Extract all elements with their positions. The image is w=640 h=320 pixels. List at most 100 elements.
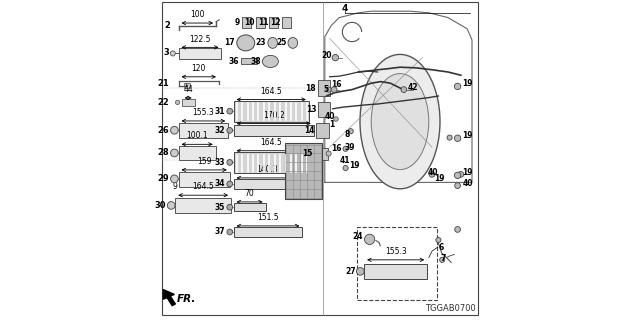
Text: 120: 120 [191,64,206,73]
Text: 40: 40 [324,112,335,121]
Text: 12: 12 [271,18,281,27]
Text: 25: 25 [276,38,287,47]
Circle shape [447,135,452,140]
Circle shape [429,172,435,177]
Ellipse shape [262,55,278,68]
Circle shape [455,227,461,232]
Ellipse shape [268,37,278,48]
Circle shape [227,128,233,133]
Ellipse shape [237,35,255,51]
Text: 7: 7 [441,254,446,263]
Bar [317,102,330,117]
Ellipse shape [371,74,429,170]
Circle shape [343,146,348,151]
Text: 32: 32 [215,126,225,135]
Text: 29: 29 [157,174,169,183]
Ellipse shape [360,54,440,189]
Text: 38: 38 [250,57,261,66]
Text: 20: 20 [321,51,332,60]
Circle shape [348,129,353,134]
Text: 15: 15 [303,149,313,158]
Text: 14: 14 [304,126,315,135]
Circle shape [365,234,375,244]
Text: 31: 31 [215,107,225,116]
Text: 19: 19 [435,174,445,183]
Bar [184,83,189,88]
Circle shape [326,87,332,92]
Text: 34: 34 [215,180,225,188]
Text: 26: 26 [157,126,169,135]
Text: 18: 18 [305,84,316,92]
Circle shape [227,160,233,165]
Text: 8: 8 [345,130,350,139]
Bar [234,203,266,211]
Text: 16: 16 [331,144,341,153]
Text: 1: 1 [330,120,335,129]
Text: 19: 19 [462,79,473,88]
Text: 22: 22 [158,98,170,107]
Ellipse shape [288,37,298,48]
Text: 70: 70 [244,189,255,198]
Circle shape [326,151,332,156]
Circle shape [356,268,364,275]
Text: 11: 11 [258,18,268,27]
Text: 37: 37 [214,228,225,236]
Text: 41: 41 [339,156,349,164]
Circle shape [170,175,178,183]
Text: 170.2: 170.2 [263,111,284,120]
Bar [234,227,303,237]
Text: 164.5: 164.5 [193,182,214,191]
Bar [182,99,195,106]
Text: 28: 28 [157,148,169,157]
Text: 2: 2 [164,21,170,30]
Circle shape [170,51,175,56]
Bar [282,17,291,28]
Text: 33: 33 [215,158,225,167]
Text: 4: 4 [342,4,348,13]
Bar [316,123,329,138]
Bar [179,146,216,160]
Bar [234,179,301,189]
Bar [256,17,265,28]
Text: TGGAB0700: TGGAB0700 [426,304,476,313]
Circle shape [332,87,337,92]
Text: 40: 40 [462,179,473,188]
FancyBboxPatch shape [179,48,221,59]
Text: 10: 10 [244,18,255,27]
Text: 23: 23 [256,38,266,47]
Circle shape [170,149,178,157]
Circle shape [440,257,445,262]
Text: 17: 17 [224,38,235,47]
Text: 44: 44 [183,85,193,94]
Circle shape [227,229,233,235]
Circle shape [332,54,339,61]
Bar [269,17,278,28]
Circle shape [343,165,348,171]
Circle shape [334,117,339,121]
Bar [241,58,257,64]
Text: 36: 36 [229,57,239,66]
Text: 39: 39 [345,143,355,152]
Bar [357,227,437,300]
Text: 164.5: 164.5 [260,138,282,147]
Bar [179,172,230,187]
Circle shape [227,204,233,210]
Text: 42: 42 [408,83,418,92]
Text: 155.3: 155.3 [193,108,214,117]
Text: 35: 35 [215,203,225,212]
Text: 5: 5 [323,85,329,94]
Bar [317,80,330,96]
Text: 19: 19 [462,131,473,140]
Text: 19: 19 [349,161,359,170]
Text: 140.3: 140.3 [257,165,278,174]
Text: 100.1: 100.1 [186,132,208,140]
Text: 9: 9 [235,18,241,27]
Polygon shape [163,290,175,306]
Text: 159: 159 [197,157,211,166]
Bar [234,101,309,122]
Circle shape [168,202,175,209]
Circle shape [454,172,461,179]
Text: 100: 100 [190,10,205,19]
Text: 9: 9 [173,182,178,191]
Bar [175,198,231,213]
